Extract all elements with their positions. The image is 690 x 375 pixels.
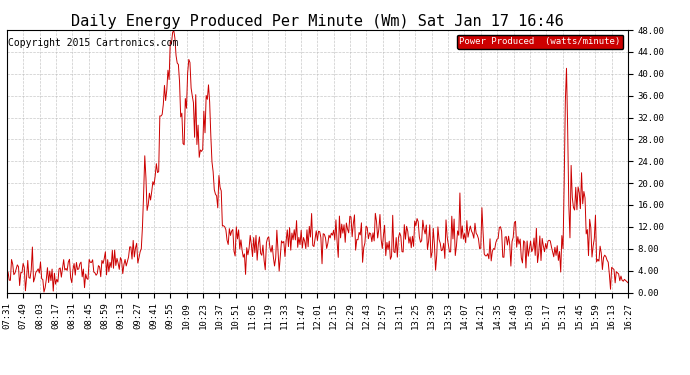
Legend: Power Produced  (watts/minute): Power Produced (watts/minute) <box>457 34 623 49</box>
Title: Daily Energy Produced Per Minute (Wm) Sat Jan 17 16:46: Daily Energy Produced Per Minute (Wm) Sa… <box>71 14 564 29</box>
Text: Copyright 2015 Cartronics.com: Copyright 2015 Cartronics.com <box>8 38 179 48</box>
